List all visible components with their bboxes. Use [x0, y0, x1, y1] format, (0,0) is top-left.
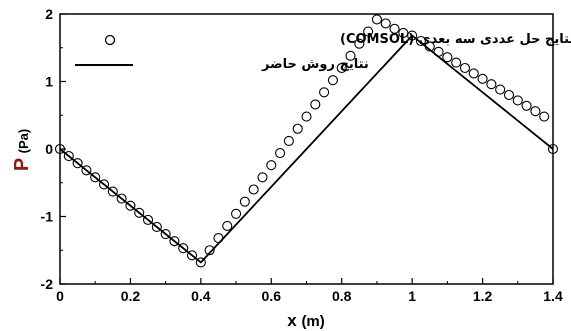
data-point-comsol	[283, 135, 294, 146]
data-point-comsol	[134, 207, 145, 218]
x-tick-label: 0	[56, 288, 64, 304]
data-point-comsol	[336, 62, 347, 74]
data-point-comsol	[231, 208, 242, 219]
x-tick-label: 1.4	[543, 288, 563, 304]
data-point-comsol	[521, 100, 532, 111]
x-tick-label: 0.6	[262, 288, 282, 304]
legend-marker-circle	[104, 34, 116, 46]
data-point-comsol	[424, 41, 435, 52]
data-point-comsol	[169, 236, 180, 247]
data-point-comsol	[239, 196, 250, 207]
data-point-comsol	[178, 243, 189, 254]
y-tick-label: 0	[45, 141, 53, 157]
data-point-comsol	[451, 57, 462, 68]
x-tick-label: 0.8	[332, 288, 352, 304]
data-point-comsol	[142, 214, 154, 225]
data-point-comsol	[151, 221, 162, 233]
data-point-comsol	[98, 179, 110, 190]
data-point-comsol	[407, 30, 418, 41]
data-point-comsol	[327, 75, 338, 86]
data-point-comsol	[310, 99, 321, 110]
x-tick-label: 0.4	[191, 288, 211, 304]
data-point-comsol	[530, 106, 541, 117]
data-point-comsol	[195, 257, 206, 268]
data-point-comsol	[354, 38, 365, 49]
data-point-comsol	[125, 200, 136, 211]
y-axis-label-unit: (Pa)	[16, 129, 31, 154]
data-point-comsol	[459, 62, 471, 74]
y-axis-label-main: P	[11, 158, 33, 171]
data-point-comsol	[415, 35, 426, 47]
data-point-comsol	[495, 84, 506, 95]
x-tick-label: 1.2	[473, 288, 493, 304]
data-point-comsol	[539, 111, 550, 122]
plot-area	[54, 14, 559, 268]
data-point-comsol	[116, 193, 127, 204]
data-point-comsol	[160, 229, 171, 240]
data-point-comsol	[398, 27, 409, 38]
data-point-comsol	[222, 220, 233, 231]
data-point-comsol	[389, 23, 400, 34]
data-point-comsol	[363, 26, 374, 37]
data-point-comsol	[204, 245, 215, 256]
data-point-comsol	[345, 50, 356, 61]
x-axis-ticks: 0 0.2 0.4 0.6 0.8 1 1.2 1.4	[56, 278, 563, 304]
data-point-comsol	[433, 46, 444, 57]
y-axis-ticks: -2 -1 0 1 2	[41, 6, 66, 292]
data-point-comsol	[266, 160, 277, 171]
data-point-comsol	[90, 172, 101, 183]
data-point-comsol	[380, 18, 391, 29]
x-axis-label-main: x	[287, 311, 297, 330]
series-line-present-method	[59, 34, 554, 264]
data-point-comsol	[477, 73, 488, 84]
data-point-comsol	[107, 186, 118, 197]
legend: نتایج حل عددی سه بعدی (COMSOL) نتایج روش…	[75, 32, 571, 72]
y-tick-label: -1	[41, 209, 54, 225]
data-point-comsol	[248, 184, 259, 195]
data-point-comsol	[512, 95, 523, 106]
x-axis-label: x (m)	[287, 311, 325, 330]
data-point-comsol	[319, 87, 330, 98]
data-point-comsol	[187, 250, 198, 261]
x-tick-label: 1	[408, 288, 416, 304]
data-point-comsol	[371, 14, 382, 25]
y-tick-label: 2	[45, 6, 53, 22]
data-point-comsol	[292, 123, 303, 134]
data-point-comsol	[213, 233, 224, 244]
data-point-comsol	[503, 89, 515, 101]
data-point-comsol	[468, 68, 479, 79]
x-tick-label: 0.2	[121, 288, 141, 304]
legend-label-comsol: نتایج حل عددی سه بعدی (COMSOL)	[340, 32, 571, 47]
data-point-comsol	[486, 79, 497, 90]
data-point-comsol	[257, 172, 268, 183]
y-axis-label: P (Pa)	[11, 129, 33, 171]
x-axis-label-unit: (m)	[301, 313, 324, 330]
data-point-comsol	[72, 158, 83, 169]
y-tick-label: 1	[45, 74, 53, 90]
data-point-comsol	[275, 148, 286, 159]
data-point-comsol	[81, 165, 92, 176]
data-point-comsol	[442, 52, 453, 63]
data-point-comsol	[301, 111, 312, 122]
y-tick-label: -2	[41, 276, 54, 292]
legend-label-present: نتایج روش حاضر	[261, 57, 369, 72]
data-point-comsol	[63, 151, 74, 162]
